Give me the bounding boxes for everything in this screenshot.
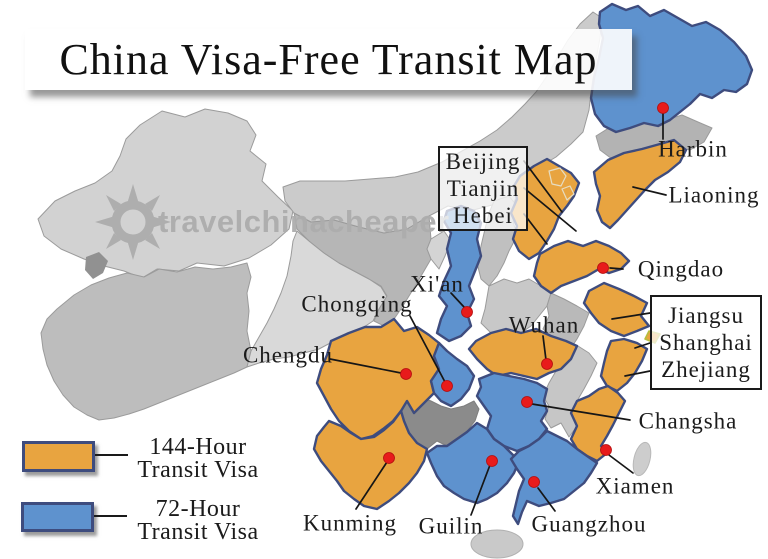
province-ningxia xyxy=(426,230,452,270)
province-guangxi xyxy=(425,421,521,505)
boundary-beijing-municipality xyxy=(548,167,567,187)
legend-72-line2: Transit Visa xyxy=(137,519,259,545)
city-marker-guilin xyxy=(486,455,498,467)
province-tibet xyxy=(40,262,252,421)
city-label-liaoning: Liaoning xyxy=(668,182,760,208)
city-label-chongqing: Chongqing xyxy=(301,291,413,317)
title-box: China Visa-Free Transit Map xyxy=(25,29,632,90)
label-beijing: Beijing xyxy=(445,149,521,174)
legend-144-line2: Transit Visa xyxy=(137,457,259,483)
legend-144-line1: 144-Hour xyxy=(149,434,247,460)
watermark-text: travelchinacheaper xyxy=(158,204,450,239)
city-marker-xiamen xyxy=(600,444,612,456)
city-label-xian: Xi'an xyxy=(410,271,464,297)
city-label-changsha: Changsha xyxy=(638,408,738,434)
city-label-chengdu: Chengdu xyxy=(242,342,334,368)
label-jiangsu: Jiangsu xyxy=(668,303,744,328)
watermark: travelchinacheaper xyxy=(90,182,450,262)
legend-swatch-72-hour xyxy=(21,502,94,532)
city-label-wuhan: Wuhan xyxy=(508,312,580,338)
label-zhejiang: Zhejiang xyxy=(661,357,751,382)
city-marker-harbin xyxy=(657,102,669,114)
province-zhejiang xyxy=(599,337,649,393)
province-shandong xyxy=(532,239,631,295)
legend-label-72-hour: 72-Hour Transit Visa xyxy=(137,496,259,545)
city-marker-chengdu xyxy=(400,368,412,380)
city-marker-xian xyxy=(461,306,473,318)
province-liaoning xyxy=(592,138,688,230)
page-title: China Visa-Free Transit Map xyxy=(59,35,598,84)
province-yunnan xyxy=(312,409,429,511)
label-box-jiangsu-shanghai-zhejiang: Jiangsu Shanghai Zhejiang xyxy=(650,295,762,390)
label-hebei: Hebei xyxy=(453,203,513,228)
city-label-guilin: Guilin xyxy=(418,513,484,539)
city-marker-guangzhou xyxy=(528,476,540,488)
province-shaanxi xyxy=(435,204,483,343)
legend-connector-72 xyxy=(94,515,127,517)
province-fujian xyxy=(569,384,627,463)
city-label-kunming: Kunming xyxy=(303,510,397,536)
city-marker-kunming xyxy=(383,452,395,464)
province-henan xyxy=(480,278,552,334)
province-sichuan xyxy=(315,317,441,441)
city-marker-changsha xyxy=(521,396,533,408)
label-shanghai: Shanghai xyxy=(659,330,753,355)
city-label-qingdao: Qingdao xyxy=(637,256,725,282)
city-marker-wuhan xyxy=(541,358,553,370)
province-chongqing xyxy=(429,341,476,408)
legend-connector-144 xyxy=(95,454,128,456)
label-pointer-lines xyxy=(329,113,667,516)
label-tianjin: Tianjin xyxy=(446,176,520,201)
province-guangdong xyxy=(509,429,599,526)
boundary-tianjin-municipality xyxy=(561,185,575,201)
region-aksai-dark-patch xyxy=(85,252,108,279)
city-marker-qingdao xyxy=(597,262,609,274)
legend-swatch-144-hour xyxy=(22,441,95,472)
island-taiwan xyxy=(632,441,652,477)
city-label-harbin: Harbin xyxy=(658,136,728,162)
province-jiangsu xyxy=(582,281,651,338)
legend-label-144-hour: 144-Hour Transit Visa xyxy=(137,434,259,483)
label-box-beijing-tianjin-hebei: Beijing Tianjin Hebei xyxy=(438,146,528,231)
city-label-xiamen: Xiamen xyxy=(595,473,675,499)
compass-sun-icon xyxy=(95,184,171,260)
island-hainan xyxy=(470,529,524,559)
province-jiangxi xyxy=(542,345,598,438)
city-marker-chongqing xyxy=(441,380,453,392)
city-label-guangzhou: Guangzhou xyxy=(531,511,647,537)
legend-72-line1: 72-Hour xyxy=(155,496,241,522)
